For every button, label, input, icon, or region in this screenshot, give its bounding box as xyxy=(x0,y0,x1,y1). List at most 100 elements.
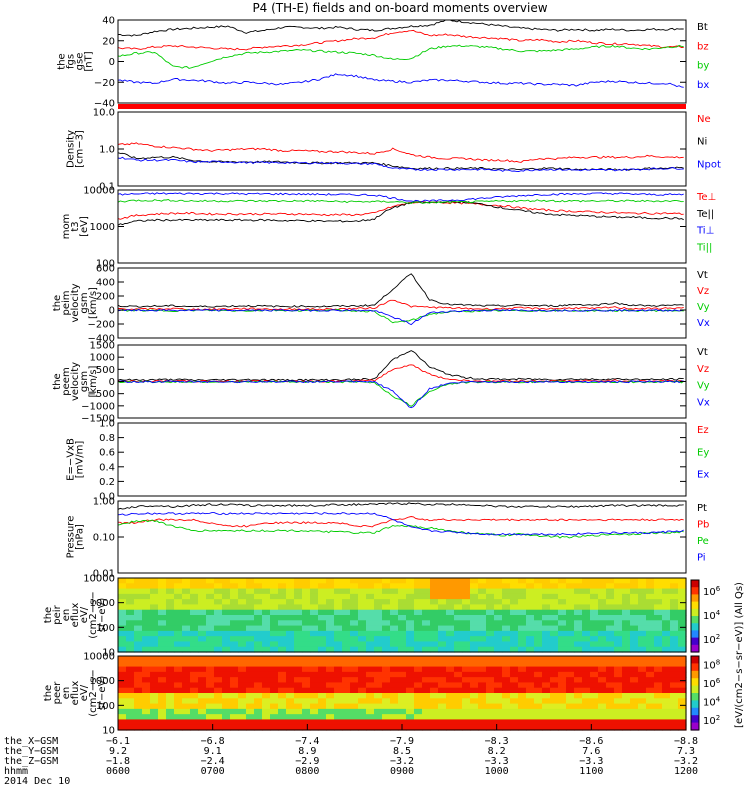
spectrogram-cell xyxy=(646,583,655,590)
spectrogram-cell xyxy=(678,641,687,648)
spectrogram-cell xyxy=(574,677,583,684)
spectrogram-cell xyxy=(238,641,247,648)
spectrogram-cell xyxy=(366,593,375,600)
spectrogram-cell xyxy=(262,630,271,637)
colorbar-tick-label: 102 xyxy=(703,714,720,727)
spectrogram-cell xyxy=(206,677,215,684)
spectrogram-cell xyxy=(262,615,271,621)
spectrogram-cell xyxy=(566,677,575,684)
spectrogram-cell xyxy=(302,604,311,611)
spectrogram-cell xyxy=(494,604,503,611)
spectrogram-cell xyxy=(134,578,143,584)
spectrogram-cell xyxy=(494,703,503,710)
spectrogram-cell xyxy=(646,578,655,584)
spectrogram-cell xyxy=(158,714,167,721)
spectrogram-cell xyxy=(486,708,495,715)
spectrogram-cell xyxy=(422,666,431,673)
spectrogram-cell xyxy=(286,682,295,689)
spectrogram-cell xyxy=(182,636,191,643)
y-tick-label: 0.8 xyxy=(99,433,115,444)
spectrogram-cell xyxy=(206,641,215,648)
flag-bar xyxy=(118,104,686,109)
spectrogram-cell xyxy=(638,609,647,616)
spectrogram-cell xyxy=(318,661,327,668)
spectrogram-cell xyxy=(654,636,663,643)
spectrogram-cell xyxy=(486,714,495,721)
spectrogram-cell xyxy=(230,724,239,731)
spectrogram-cell xyxy=(454,646,463,653)
spectrogram-cell xyxy=(542,646,551,653)
spectrogram-cell xyxy=(614,636,623,643)
spectrogram-cell xyxy=(494,583,503,590)
spectrogram-cell xyxy=(334,666,343,673)
spectrogram-cell xyxy=(222,578,231,584)
spectrogram-cell xyxy=(270,703,279,710)
spectrogram-cell xyxy=(238,630,247,637)
spectrogram-cell xyxy=(470,599,479,606)
spectrogram-cell xyxy=(230,609,239,616)
spectrogram-cell xyxy=(494,724,503,731)
spectrogram-cell xyxy=(614,677,623,684)
spectrogram-cell xyxy=(246,599,255,606)
spectrogram-cell xyxy=(278,687,287,694)
spectrogram-cell xyxy=(310,687,319,694)
spectrogram-cell xyxy=(174,703,183,710)
spectrogram-cell xyxy=(350,636,359,643)
y-tick-label: 100 xyxy=(96,259,115,270)
spectrogram-cell xyxy=(150,703,159,710)
spectrogram-cell xyxy=(646,687,655,694)
spectrogram-cell xyxy=(246,666,255,673)
spectrogram-cell xyxy=(166,599,175,606)
spectrogram-cell xyxy=(582,604,591,611)
spectrogram-cell xyxy=(526,646,535,653)
spectrogram-cell xyxy=(670,687,679,694)
spectrogram-cell xyxy=(222,714,231,721)
spectrogram-cell xyxy=(510,620,519,627)
spectrogram-cell xyxy=(542,656,551,662)
y-axis-label: the xyxy=(43,607,54,623)
spectrogram-cell xyxy=(566,625,575,632)
spectrogram-cell xyxy=(438,698,447,705)
spectrogram-cell xyxy=(622,687,631,694)
spectrogram-cell xyxy=(574,609,583,616)
spectrogram-cell xyxy=(438,620,447,627)
spectrogram-cell xyxy=(462,609,471,616)
y-tick-label: 1000 xyxy=(90,598,115,609)
spectrogram-cell xyxy=(350,693,359,699)
spectrogram-cell xyxy=(406,677,415,684)
spectrogram-cell xyxy=(462,604,471,611)
spectrogram-cell xyxy=(158,630,167,637)
spectrogram-cell xyxy=(326,724,335,731)
spectrogram-cell xyxy=(206,578,215,584)
spectrogram-cell xyxy=(422,677,431,684)
spectrogram-cell xyxy=(206,656,215,662)
spectrogram-cell xyxy=(534,666,543,673)
spectrogram-cell xyxy=(630,615,639,621)
spectrogram-cell xyxy=(574,588,583,595)
spectrogram-cell xyxy=(198,693,207,699)
spectrogram-cell xyxy=(126,666,135,673)
spectrogram-cell xyxy=(326,656,335,662)
spectrogram-cell xyxy=(534,609,543,616)
spectrogram-cell xyxy=(214,641,223,648)
spectrogram-cell xyxy=(270,687,279,694)
spectrogram-cell xyxy=(270,615,279,621)
spectrogram-cell xyxy=(406,593,415,600)
spectrogram-cell xyxy=(190,677,199,684)
spectrogram-cell xyxy=(598,698,607,705)
spectrogram-cell xyxy=(342,609,351,616)
spectrogram-cell xyxy=(174,666,183,673)
spectrogram-cell xyxy=(134,630,143,637)
spectrogram-cell xyxy=(614,593,623,600)
spectrogram-cell xyxy=(182,583,191,590)
spectrogram-cell xyxy=(678,661,687,668)
spectrogram-cell xyxy=(670,661,679,668)
spectrogram-cell xyxy=(134,682,143,689)
spectrogram-cell xyxy=(622,714,631,721)
spectrogram-cell xyxy=(550,641,559,648)
spectrogram-cell xyxy=(150,656,159,662)
spectrogram-cell xyxy=(478,620,487,627)
spectrogram-cell xyxy=(310,636,319,643)
spectrogram-cell xyxy=(662,671,671,678)
series-line-4 xyxy=(117,199,684,204)
